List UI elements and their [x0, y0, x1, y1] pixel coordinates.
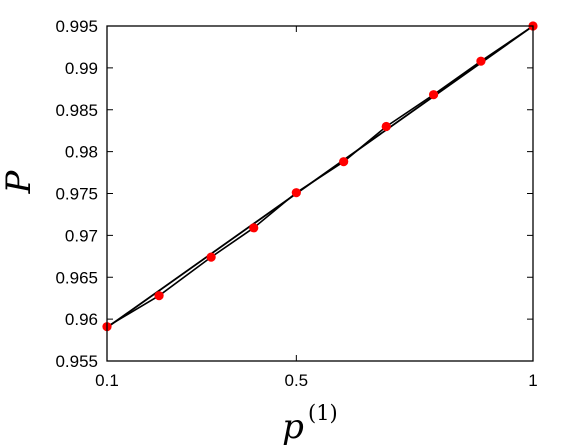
x-tick-label: 0.5 — [285, 371, 309, 390]
data-point — [206, 252, 216, 262]
y-tick-labels: 0.955 0.96 0.965 0.97 0.975 0.98 0.985 0.99 0.99… — [55, 17, 98, 371]
y-tick-label: 0.995 — [55, 17, 98, 36]
data-point — [381, 121, 391, 132]
x-tick-labels: 0.1 0.5 1 — [95, 371, 538, 390]
x-tick-label: 0.1 — [95, 371, 119, 390]
data-point — [476, 56, 486, 66]
plot-frame — [106, 25, 534, 362]
y-tick-label: 0.975 — [55, 185, 98, 204]
data-point — [154, 291, 164, 301]
series-lines — [106, 25, 534, 329]
y-tick-label: 0.97 — [65, 226, 98, 245]
y-tick-label: 0.955 — [55, 352, 98, 371]
marker-connector-line — [106, 25, 534, 328]
x-axis-label-superscript: (1) — [308, 401, 338, 425]
y-tick-label: 0.96 — [65, 310, 98, 329]
y-tick-label: 0.99 — [65, 59, 98, 78]
data-point — [249, 223, 259, 233]
axis-ticks — [106, 25, 534, 362]
data-point — [291, 188, 301, 198]
data-point — [339, 157, 349, 167]
x-axis-label: p — [282, 407, 304, 447]
y-axis-label: P — [0, 169, 39, 194]
x-tick-label: 1 — [528, 371, 537, 390]
y-tick-label: 0.98 — [65, 143, 98, 162]
data-point — [429, 90, 439, 100]
y-tick-label: 0.985 — [55, 101, 98, 120]
y-tick-label: 0.965 — [55, 268, 98, 287]
